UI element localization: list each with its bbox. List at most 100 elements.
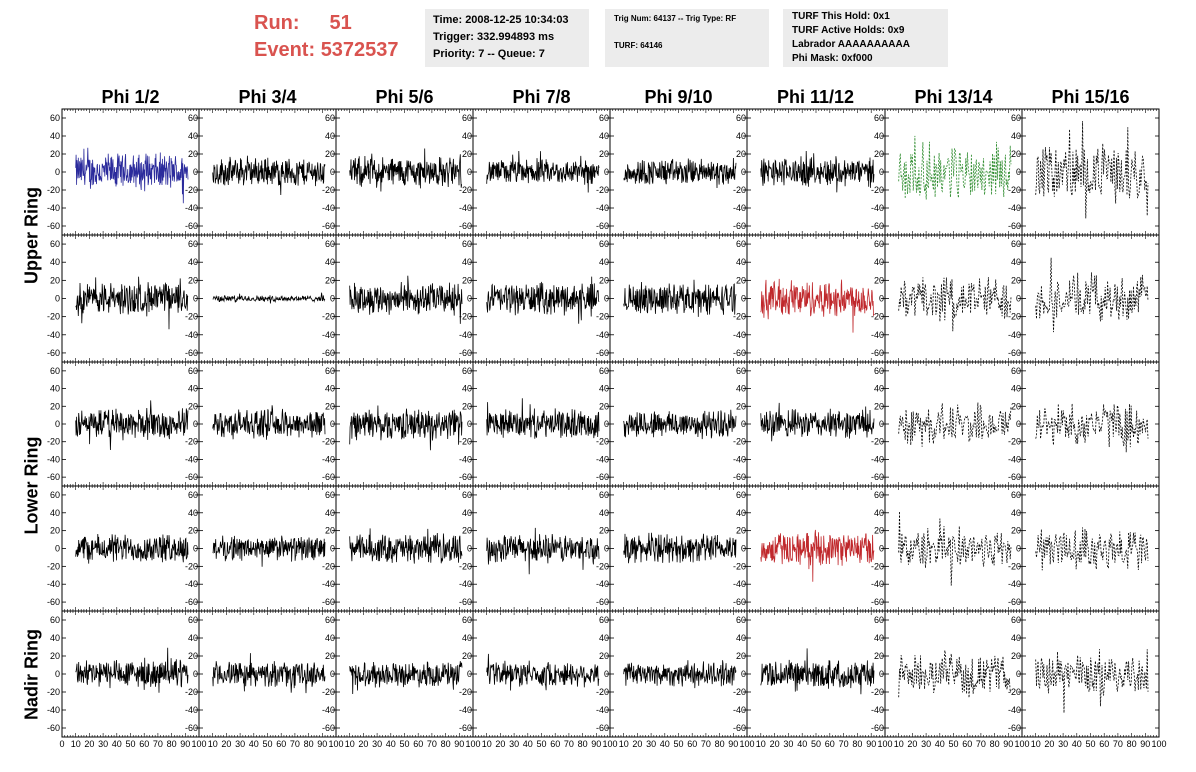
y-tick-label: 20 bbox=[874, 401, 884, 411]
y-tick-label: -20 bbox=[459, 437, 472, 447]
y-tick-label: -60 bbox=[459, 348, 472, 358]
column-header-phi-13-14: Phi 13/14 bbox=[914, 87, 993, 107]
panel-r3-c6: 60 40 20 0 -20 -40 -60 bbox=[733, 361, 886, 487]
y-tick-label: -40 bbox=[596, 705, 609, 715]
y-tick-label: -60 bbox=[871, 723, 884, 733]
y-tick-label: 20 bbox=[50, 149, 60, 159]
y-tick-label: 20 bbox=[50, 526, 60, 536]
waveform-trace bbox=[75, 147, 189, 204]
y-tick-label: 60 bbox=[188, 239, 198, 249]
y-tick-label: -40 bbox=[459, 705, 472, 715]
y-tick-label: 60 bbox=[599, 239, 609, 249]
y-tick-label: 20 bbox=[50, 401, 60, 411]
y-tick-label: 60 bbox=[50, 366, 60, 376]
time-info-box: Time: 2008-12-25 10:34:03 Trigger: 332.9… bbox=[425, 9, 589, 67]
y-tick-label: 40 bbox=[325, 384, 335, 394]
y-tick-label: 20 bbox=[599, 651, 609, 661]
y-tick-label: 60 bbox=[188, 490, 198, 500]
y-tick-label: -20 bbox=[185, 561, 198, 571]
turf-info-box: TURF This Hold: 0x1 TURF Active Holds: 0… bbox=[783, 9, 948, 67]
y-tick-label: -40 bbox=[47, 203, 60, 213]
y-tick-label: -20 bbox=[459, 561, 472, 571]
panel-r3-c7: 60 40 20 0 -20 -40 -60 bbox=[871, 361, 1023, 487]
y-tick-label: 60 bbox=[874, 490, 884, 500]
y-tick-label: -40 bbox=[1008, 203, 1021, 213]
panel-r4-c1: 60 40 20 0 -20 -40 -60 bbox=[47, 485, 200, 612]
column-header-phi-3-4: Phi 3/4 bbox=[238, 87, 297, 107]
y-tick-label: 20 bbox=[325, 149, 335, 159]
y-tick-label: -20 bbox=[322, 437, 335, 447]
y-tick-label: -20 bbox=[47, 687, 60, 697]
y-tick-label: 60 bbox=[188, 366, 198, 376]
y-tick-label: -40 bbox=[733, 454, 746, 464]
y-tick-label: 0 bbox=[55, 167, 60, 177]
y-tick-label: -60 bbox=[871, 597, 884, 607]
waveform-trace bbox=[75, 533, 189, 564]
panel-r3-c2: 60 40 20 0 -20 -40 -60 bbox=[185, 361, 337, 487]
y-tick-label: -60 bbox=[322, 348, 335, 358]
time-text: Time: 2008-12-25 10:34:03 bbox=[433, 14, 569, 26]
y-tick-label: 60 bbox=[325, 366, 335, 376]
waveform-trace bbox=[349, 405, 463, 451]
y-tick-label: 40 bbox=[599, 508, 609, 518]
y-tick-label: -60 bbox=[185, 221, 198, 231]
y-tick-label: 40 bbox=[874, 384, 884, 394]
y-tick-label: 60 bbox=[325, 490, 335, 500]
turf-this-hold-text: TURF This Hold: 0x1 bbox=[792, 11, 890, 22]
y-tick-label: -20 bbox=[596, 185, 609, 195]
panel-r5-c5: 60 40 20 0 -20 -40 -60 bbox=[596, 610, 748, 738]
y-tick-label: -60 bbox=[596, 723, 609, 733]
y-tick-label: -60 bbox=[459, 723, 472, 733]
panel-r3-c3: 60 40 20 0 -20 -40 -60 bbox=[322, 361, 474, 487]
panel-r5-c6: 60 40 20 0 -20 -40 -60 bbox=[733, 610, 886, 738]
y-tick-label: 40 bbox=[599, 633, 609, 643]
waveform-trace bbox=[898, 650, 1012, 698]
panel-frame bbox=[1021, 485, 1160, 612]
y-tick-label: 0 bbox=[604, 294, 609, 304]
y-tick-label: -60 bbox=[322, 221, 335, 231]
y-tick-label: -20 bbox=[871, 437, 884, 447]
y-tick-label: 40 bbox=[736, 257, 746, 267]
y-tick-label: 40 bbox=[325, 633, 335, 643]
y-tick-label: -40 bbox=[185, 454, 198, 464]
y-tick-label: 20 bbox=[599, 149, 609, 159]
y-tick-label: -40 bbox=[1008, 579, 1021, 589]
y-tick-label: -20 bbox=[1008, 437, 1021, 447]
y-tick-label: 40 bbox=[188, 633, 198, 643]
waveform-trace bbox=[1035, 403, 1149, 453]
y-tick-label: 60 bbox=[1011, 490, 1021, 500]
panel-r1-c6: 60 40 20 0 -20 -40 -60 bbox=[733, 108, 886, 236]
y-tick-label: -60 bbox=[322, 472, 335, 482]
y-tick-label: -40 bbox=[185, 705, 198, 715]
panel-frame bbox=[1021, 234, 1160, 363]
y-tick-label: 40 bbox=[325, 257, 335, 267]
panel-r5-c1: 60 40 20 0 -20 -40 -60 bbox=[47, 610, 200, 738]
panel-r2-c3: 60 40 20 0 -20 -40 -60 bbox=[322, 234, 474, 363]
y-tick-label: 0 bbox=[55, 294, 60, 304]
y-tick-label: 0 bbox=[55, 544, 60, 554]
y-tick-label: 0 bbox=[193, 419, 198, 429]
waveform-trace bbox=[349, 661, 463, 695]
y-tick-label: 20 bbox=[736, 651, 746, 661]
waveform-trace bbox=[486, 276, 600, 324]
y-tick-label: 0 bbox=[741, 294, 746, 304]
panel-r3-c8: 60 40 20 0 -20 -40 -60 bbox=[1008, 361, 1160, 487]
y-tick-label: 40 bbox=[874, 131, 884, 141]
y-tick-label: -60 bbox=[1008, 597, 1021, 607]
y-tick-label: 20 bbox=[188, 526, 198, 536]
y-tick-label: -20 bbox=[733, 185, 746, 195]
panel-frame bbox=[1021, 361, 1160, 487]
y-tick-label: -40 bbox=[322, 454, 335, 464]
panel-r1-c8: 60 40 20 0 -20 -40 -60 bbox=[1008, 108, 1160, 236]
panel-r4-c3: 60 40 20 0 -20 -40 -60 bbox=[322, 485, 474, 612]
y-tick-label: -40 bbox=[459, 203, 472, 213]
y-tick-label: 60 bbox=[325, 239, 335, 249]
y-tick-label: -20 bbox=[596, 561, 609, 571]
y-tick-label: -40 bbox=[596, 454, 609, 464]
waveform-trace bbox=[898, 402, 1012, 447]
y-tick-label: 60 bbox=[462, 366, 472, 376]
panel-r5-c8: 60 40 20 0 -20 -40 -60 bbox=[1008, 610, 1160, 738]
turf-active-holds-text: TURF Active Holds: 0x9 bbox=[792, 25, 905, 36]
y-tick-label: 60 bbox=[50, 113, 60, 123]
trig-info-box: Trig Num: 64137 -- Trig Type: RF TURF: 6… bbox=[605, 9, 769, 67]
